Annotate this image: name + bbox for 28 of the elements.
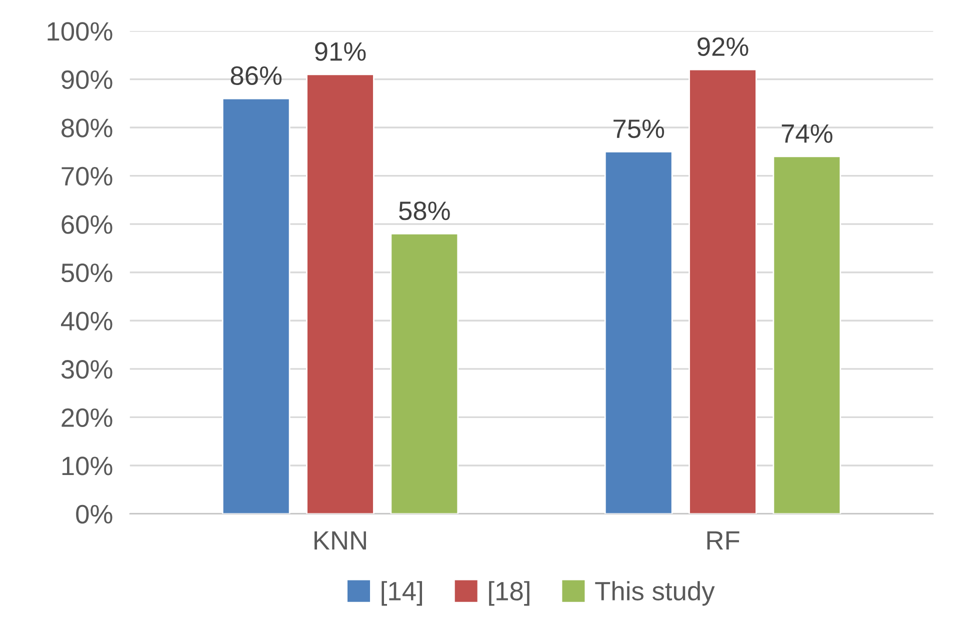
y-tick-label: 20% (62, 408, 112, 428)
y-tick-label: 10% (62, 456, 112, 476)
y-tick-label: 60% (62, 215, 112, 234)
bar (222, 98, 290, 514)
bar (604, 150, 673, 514)
bar (306, 74, 374, 514)
data-label: 92% (698, 37, 748, 56)
data-label: 74% (782, 124, 832, 143)
y-tick-label: 90% (62, 70, 112, 90)
y-tick-label: 0% (76, 504, 112, 524)
data-label: 58% (399, 202, 450, 220)
bar (390, 233, 459, 514)
bar (688, 68, 757, 514)
data-label: 75% (614, 120, 664, 138)
y-tick-label: 40% (60, 312, 112, 330)
y-tick-label: 50% (61, 263, 112, 282)
x-tick-label: KNN (314, 531, 366, 550)
legend-label: [18] (489, 581, 530, 606)
legend-label: [14] (382, 581, 422, 606)
y-tick-label: 30% (61, 360, 112, 379)
y-tick-label: 70% (62, 166, 112, 186)
bar (772, 156, 842, 514)
y-tick-label: 100% (48, 22, 112, 41)
data-label: 86% (230, 66, 282, 85)
data-label: 91% (315, 42, 366, 61)
y-tick-label: 80% (62, 118, 112, 138)
x-tick-label: RF (707, 531, 740, 550)
legend-label: This study (595, 581, 715, 606)
